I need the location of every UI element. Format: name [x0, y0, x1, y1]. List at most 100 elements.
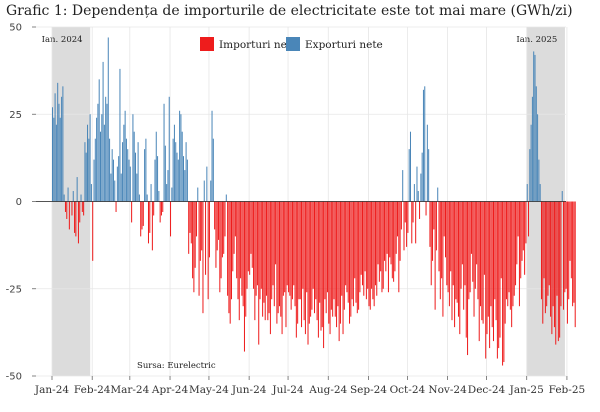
y-tick-label-3: 25	[9, 110, 22, 121]
bar-May-24-14	[225, 194, 227, 202]
bar-Jul-24-13	[303, 201, 305, 321]
bar-Aug-24-29	[364, 201, 366, 272]
bar-Mar-24-13	[145, 138, 147, 202]
bar-Jan-24-24	[81, 201, 83, 212]
bar-Oct-24-13	[422, 89, 424, 202]
bar-Nov-24-17	[468, 201, 470, 300]
bar-Mar-24-5	[135, 152, 137, 202]
bar-Oct-24-28	[442, 201, 444, 317]
bar-Nov-24-10	[459, 201, 461, 335]
x-tick-label-3: Apr-24	[151, 384, 189, 396]
bar-Jan-25-20	[551, 201, 553, 335]
bar-Dec-24-27	[520, 201, 522, 279]
bar-Oct-24-5	[412, 201, 414, 223]
bar-Dec-24-26	[518, 201, 520, 307]
bar-Jan-24-23	[80, 194, 82, 202]
bar-Apr-24-2	[171, 187, 173, 202]
bar-Jun-24-15	[267, 201, 269, 321]
x-tick-label-0: Jan-24	[34, 384, 69, 396]
x-tick-label-9: Oct-24	[390, 384, 426, 396]
bar-Jul-24-8	[297, 201, 299, 324]
bar-Feb-24-19	[115, 201, 117, 212]
bar-Oct-24-31	[446, 201, 448, 286]
bar-Mar-24-23	[158, 191, 160, 202]
bar-Oct-24-14	[424, 86, 426, 202]
bar-Feb-25-3	[569, 201, 571, 261]
bar-Jan-25-11	[539, 184, 541, 202]
bar-Jan-25-17	[547, 201, 549, 296]
bar-Apr-24-8	[179, 110, 181, 202]
bar-Aug-24-28	[363, 201, 365, 296]
bar-Nov-24-26	[480, 201, 482, 307]
bar-Mar-24-2	[131, 201, 133, 223]
legend-swatch-2	[286, 37, 300, 51]
bar-Aug-24-3	[330, 201, 332, 310]
bar-Mar-24-8	[138, 194, 140, 202]
bar-Oct-24-3	[409, 131, 411, 202]
bar-Apr-24-26	[202, 201, 204, 314]
legend-label-1: Importuri nete	[219, 39, 297, 51]
bar-Oct-24-20	[432, 201, 434, 261]
bar-Sep-24-18	[390, 201, 392, 265]
bar-Jun-24-27	[282, 201, 284, 296]
bar-Jun-24-30	[286, 201, 288, 286]
bar-May-24-18	[230, 201, 232, 300]
bar-Oct-24-24	[437, 187, 439, 202]
bar-Aug-24-17	[349, 201, 351, 324]
bar-Oct-24-8	[416, 166, 418, 202]
bar-Jan-25-28	[561, 191, 563, 202]
bar-Apr-24-6	[176, 152, 178, 202]
bar-Jul-24-18	[310, 201, 312, 317]
bar-May-24-11	[221, 201, 223, 258]
bar-Jul-24-19	[311, 201, 313, 310]
bar-May-24-10	[220, 201, 222, 279]
bar-Oct-24-18	[429, 201, 431, 247]
bar-Dec-24-9	[496, 201, 498, 359]
bar-Apr-24-3	[172, 138, 174, 202]
bar-Dec-24-2	[487, 201, 489, 317]
bar-Jan-25-1	[526, 184, 528, 202]
bar-Jan-24-12	[66, 201, 68, 219]
bar-Mar-24-18	[151, 201, 153, 251]
bar-Nov-24-13	[463, 201, 465, 310]
bar-Jan-24-10	[63, 194, 65, 202]
bar-Jan-25-6	[533, 51, 535, 202]
bar-Jan-24-16	[71, 201, 73, 216]
bar-Mar-24-6	[136, 173, 138, 202]
bar-May-24-6	[215, 201, 217, 268]
bar-Jul-24-26	[320, 201, 322, 331]
bar-Dec-24-19	[509, 201, 511, 310]
bar-Mar-24-12	[144, 149, 146, 202]
bar-Jun-24-20	[273, 201, 275, 307]
bar-May-24-25	[240, 201, 242, 279]
bar-Apr-24-19	[193, 201, 195, 293]
bar-Dec-24-7	[494, 201, 496, 300]
bar-Jan-25-3	[529, 149, 531, 202]
bar-Sep-24-19	[391, 201, 393, 279]
bar-Oct-24-12	[421, 152, 423, 202]
bar-Jun-24-9	[259, 201, 261, 300]
x-tick-label-13: Feb-25	[549, 384, 586, 396]
bar-Jul-24-28	[323, 201, 325, 349]
bar-Mar-24-31	[168, 96, 170, 202]
bar-Dec-24-31	[525, 201, 527, 244]
bar-Apr-24-24	[199, 201, 201, 261]
bar-Apr-24-17	[190, 201, 192, 244]
bar-Feb-24-5	[97, 103, 99, 202]
bar-May-24-15	[227, 201, 229, 296]
bar-Jan-24-28	[87, 124, 89, 202]
bar-Oct-24-10	[419, 201, 421, 219]
bar-Nov-24-5	[452, 201, 454, 286]
x-tick-label-10: Nov-24	[428, 384, 467, 396]
x-tick-label-4: May-24	[189, 384, 229, 396]
bar-Nov-24-30	[485, 201, 487, 359]
bar-Jul-24-29	[324, 201, 326, 300]
bar-Feb-24-27	[125, 138, 127, 202]
bar-Jun-24-6	[255, 201, 257, 296]
bar-Jul-24-4	[291, 201, 293, 300]
bar-Oct-24-29	[443, 201, 445, 237]
bar-May-24-31	[247, 201, 249, 272]
bar-Feb-24-7	[99, 131, 101, 202]
bar-Oct-24-27	[441, 201, 443, 279]
bar-Jun-24-23	[277, 201, 279, 314]
